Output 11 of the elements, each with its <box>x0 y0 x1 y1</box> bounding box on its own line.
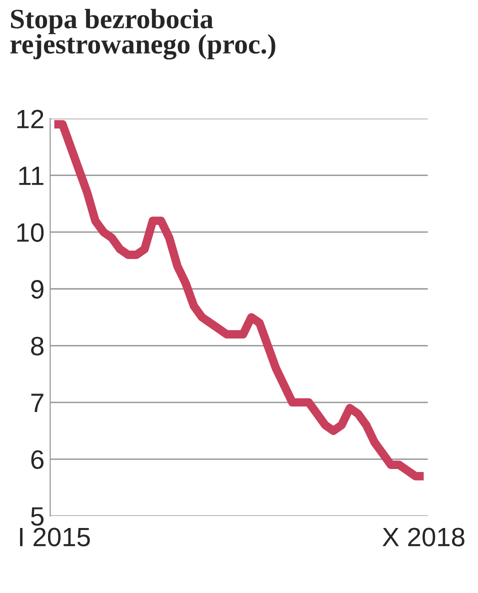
y-tick-label: 6 <box>31 450 44 469</box>
x-tick-label: X 2018 <box>382 528 464 546</box>
y-tick-label: 7 <box>31 394 44 412</box>
x-tick-label: I 2015 <box>20 528 90 546</box>
y-tick-label: 10 <box>17 223 44 242</box>
y-tick-label: 8 <box>31 336 44 356</box>
chart-title: Stopa bezrobocia rejestrowanego (proc.) <box>10 8 276 60</box>
y-tick-label: 5 <box>31 507 44 526</box>
y-tick-label: 12 <box>17 110 44 128</box>
y-tick-label: 11 <box>19 166 44 185</box>
y-tick-label: 9 <box>31 280 44 299</box>
